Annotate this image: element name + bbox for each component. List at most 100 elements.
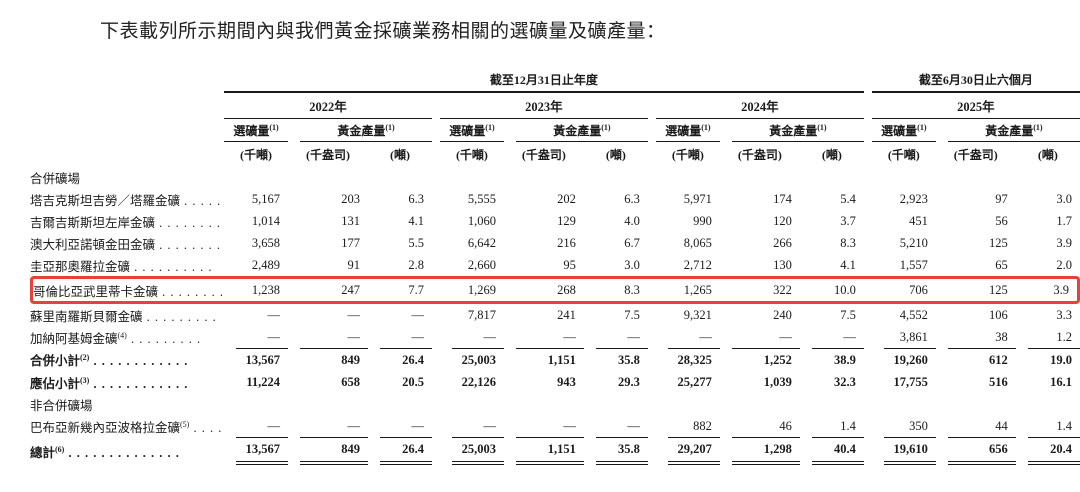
unit-kt: (千噸) — [455, 147, 488, 162]
dot-leader: . . . . . . . . — [155, 237, 222, 252]
value-cell: 131 — [341, 214, 360, 228]
row-label: 巴布亞新幾內亞波格拉金礦(5) . . . . — [30, 419, 223, 435]
dot-leader: . . . . . . . . . — [142, 309, 217, 324]
row-label: 哥倫比亞武里蒂卡金礦 . . . . . . . . — [30, 276, 225, 304]
table-row: 加納阿基姆金礦(4) . . . . . . . . . — — — — — — — — — 3,8… — [30, 326, 1080, 348]
value-cell: 38.9 — [800, 348, 864, 371]
value-cell: 1,014 — [251, 214, 280, 228]
column-gap — [648, 304, 656, 326]
row-label: 蘇里南羅斯貝爾金礦 . . . . . . . . . — [30, 309, 217, 324]
value-cell: 29.3 — [618, 375, 640, 389]
table-body: 合併礦場 塔吉克斯坦吉勞／塔羅金礦 . . . . . 5,167 203 6.3 5,5… — [30, 166, 1080, 465]
value-cell: — — [347, 308, 360, 322]
value-cell: 5,971 — [683, 192, 712, 206]
unit-kt: (千噸) — [887, 147, 920, 162]
value-cell: 125 — [989, 236, 1008, 250]
value-cell: 268 — [503, 276, 584, 304]
value-cell: 451 — [909, 214, 928, 228]
value-cell: 1.7 — [1056, 214, 1072, 228]
value-cell: 56 — [995, 214, 1008, 228]
value-cell: 17,755 — [893, 375, 928, 389]
column-gap — [864, 142, 872, 166]
value-cell: 6,642 — [467, 236, 496, 250]
value-cell: 216 — [557, 236, 576, 250]
value-cell: — — [843, 330, 856, 344]
value-cell: — — [483, 419, 496, 433]
dot-leader: . . . . . . . . — [158, 284, 225, 299]
row-label: 吉爾吉斯斯坦左岸金礦 . . . . . . . . — [30, 215, 222, 230]
value-cell: 35.8 — [584, 437, 648, 465]
value-cell: 3,658 — [251, 236, 280, 250]
column-gap — [648, 142, 656, 166]
value-cell: 849 — [288, 437, 368, 465]
value-cell: 516 — [989, 375, 1008, 389]
value-cell: — — [347, 419, 360, 433]
value-cell: 28,325 — [656, 348, 720, 371]
column-gap — [864, 188, 872, 210]
row-label: 應佔小計(3) . . . . . . . . . . . . — [30, 375, 189, 391]
value-cell: 2,712 — [683, 258, 712, 272]
value-cell: 7,817 — [467, 308, 496, 322]
dot-leader: . . . . . . . . — [155, 215, 222, 230]
year-2023: 2023年 — [439, 93, 648, 119]
dot-leader: . . . . . — [180, 193, 222, 208]
column-gap — [432, 348, 440, 371]
value-cell: 46 — [779, 419, 792, 433]
column-gap — [864, 326, 872, 348]
value-cell: — — [411, 330, 424, 344]
value-cell: 129 — [557, 214, 576, 228]
column-gap — [864, 371, 872, 393]
table-row: 合併小計(2) . . . . . . . . . . . . 13,567 849… — [30, 348, 1080, 371]
value-cell: 1,298 — [720, 437, 800, 465]
year-row: 2022年 2023年 2024年 2025年 — [30, 93, 1080, 119]
value-cell: 4.0 — [624, 214, 640, 228]
value-cell: — — [699, 330, 712, 344]
value-cell: 1,151 — [504, 437, 584, 465]
value-cell: 5,555 — [467, 192, 496, 206]
dot-leader: . . . . . . . . . . . . — [89, 376, 189, 391]
value-cell: 38 — [995, 330, 1008, 344]
unit-t: (噸) — [1037, 147, 1058, 162]
column-gap — [648, 371, 656, 393]
column-gap — [432, 119, 440, 142]
value-cell: 706 — [871, 276, 936, 304]
value-cell: 32.3 — [833, 375, 856, 389]
table-row: 圭亞那奧羅拉金礦 . . . . . . . . . . 2,489 91 2.8 2,… — [30, 254, 1080, 276]
value-cell: 11,224 — [246, 375, 280, 389]
table-row: 應佔小計(3) . . . . . . . . . . . . 11,224 658… — [30, 371, 1080, 393]
gold-output-header: 黃金產量(1) — [288, 119, 432, 142]
gold-output-header: 黃金產量(1) — [936, 119, 1080, 142]
value-cell: 1,252 — [720, 348, 800, 371]
value-cell: 240 — [773, 308, 792, 322]
value-cell: — — [267, 330, 281, 344]
value-cell: 125 — [935, 276, 1016, 304]
column-gap — [648, 437, 656, 465]
highlighted-mine-row: 哥倫比亞武里蒂卡金礦 . . . . . . . . 1,238 247 7.7 1,2… — [30, 276, 1080, 304]
ore-volume-header: 選礦量(1) — [439, 119, 504, 142]
value-cell: 1.2 — [1056, 330, 1072, 344]
page-title: 下表載列所示期間內與我們黃金採礦業務相關的選礦量及礦產量： — [100, 21, 666, 42]
value-cell: 350 — [909, 419, 928, 433]
value-cell: 266 — [773, 236, 792, 250]
value-cell: 25,277 — [677, 375, 712, 389]
value-cell: 6.7 — [624, 236, 640, 250]
dot-leader: . . . . — [189, 420, 223, 435]
value-cell: 882 — [693, 419, 712, 433]
column-gap — [432, 254, 440, 276]
table-row: 巴布亞新幾內亞波格拉金礦(5) . . . . — — — — — — 882 46 1.4 350… — [30, 415, 1080, 437]
spanner-annual: 截至12月31日止年度 — [224, 71, 864, 93]
gold-output-header: 黃金產量(1) — [720, 119, 864, 142]
column-gap — [432, 304, 440, 326]
column-gap — [648, 254, 656, 276]
value-cell: — — [627, 330, 640, 344]
row-label: 圭亞那奧羅拉金礦 . . . . . . . . . . — [30, 259, 213, 274]
column-gap — [648, 119, 656, 142]
value-cell: 35.8 — [584, 348, 648, 371]
value-cell: — — [411, 308, 424, 322]
unit-t: (噸) — [389, 147, 410, 162]
table-row: 澳大利亞諾頓金田金礦 . . . . . . . . 3,658 177 5.5 6,6… — [30, 232, 1080, 254]
value-cell: 2,489 — [251, 258, 280, 272]
column-gap — [432, 210, 440, 232]
spacer-cell — [30, 71, 224, 93]
value-cell: 322 — [719, 276, 800, 304]
